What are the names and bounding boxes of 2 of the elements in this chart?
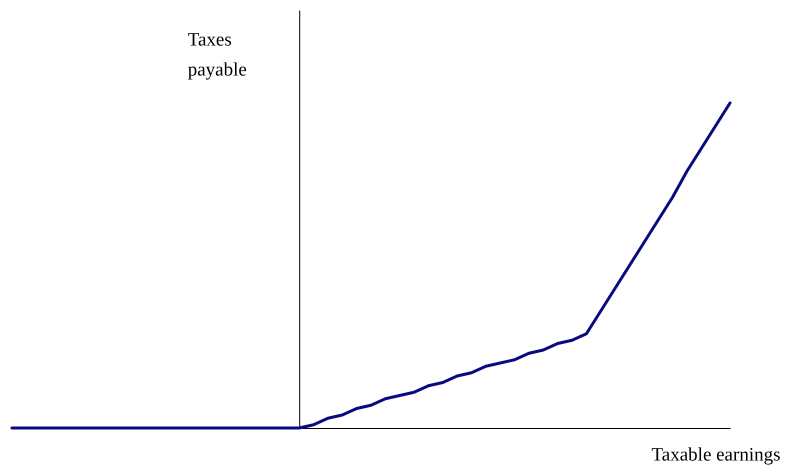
x-axis-title: Taxable earnings [652, 444, 780, 466]
y-axis-title: Taxes payable [188, 30, 247, 80]
